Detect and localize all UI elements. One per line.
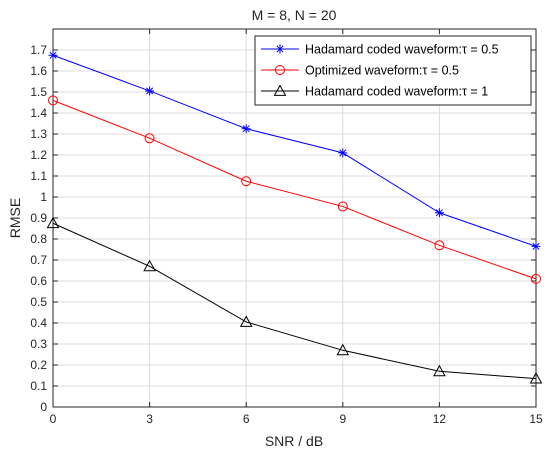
data-point (48, 50, 58, 60)
y-tick-label: 1.6 (30, 64, 47, 78)
x-tick-label: 15 (529, 412, 543, 426)
data-point (531, 241, 541, 251)
data-point (529, 372, 543, 384)
y-tick-label: 0.5 (30, 295, 47, 309)
data-point (48, 95, 58, 106)
data-point (434, 208, 444, 218)
y-tick-label: 1 (40, 190, 47, 204)
legend-marker (275, 44, 285, 54)
series-1 (48, 50, 541, 251)
series-line (52, 99, 537, 280)
data-point (145, 86, 155, 96)
y-tick-label: 1.1 (30, 169, 47, 183)
legend: Hadamard coded waveform:τ = 0.5 Optimized… (254, 35, 532, 106)
x-tick-label: 9 (339, 412, 346, 426)
legend-label: Optimized waveform:τ = 0.5 (305, 64, 459, 78)
legend-label: Hadamard coded waveform:τ = 1 (305, 85, 488, 99)
legend-marker (275, 65, 285, 75)
y-axis-ticks: 0 0.1 0.2 0.3 0.4 0.5 0.6 0.7 0.8 0.9 1 1.1 1.2 1.3 1.… (30, 43, 536, 414)
data-point (531, 273, 541, 284)
data-point (46, 216, 60, 229)
y-tick-label: 0.9 (30, 211, 47, 225)
series-line (52, 54, 537, 247)
data-point (338, 148, 348, 158)
x-axis-ticks: 0 3 6 9 12 15 (50, 29, 543, 426)
y-tick-label: 1.2 (30, 148, 47, 162)
x-tick-label: 3 (146, 412, 153, 426)
y-tick-label: 0.8 (30, 232, 47, 246)
data-point (433, 364, 446, 377)
y-tick-label: 0.2 (30, 358, 47, 372)
x-axis-label: SNR / dB (265, 433, 323, 449)
series-3 (46, 216, 543, 384)
x-tick-label: 0 (50, 412, 57, 426)
y-tick-label: 0 (40, 400, 47, 414)
legend-item: Optimized waveform:τ = 0.5 (261, 64, 459, 78)
data-point (143, 259, 156, 272)
y-tick-label: 1.4 (30, 106, 47, 120)
legend-label: Hadamard coded waveform:τ = 0.5 (305, 43, 499, 57)
data-point (144, 133, 155, 144)
chart-title: M = 8, N = 20 (252, 7, 337, 23)
y-tick-label: 0.3 (30, 337, 47, 351)
y-tick-label: 1.5 (30, 85, 47, 99)
series-2 (48, 95, 541, 284)
data-point (241, 176, 252, 187)
y-axis-label: RMSE (7, 198, 23, 238)
x-tick-label: 12 (433, 412, 447, 426)
data-point (239, 315, 253, 327)
data-point (336, 343, 350, 356)
series-layer (46, 50, 543, 384)
x-tick-label: 6 (243, 412, 250, 426)
data-point (434, 240, 445, 251)
y-tick-label: 0.7 (30, 253, 47, 267)
y-tick-label: 1.7 (30, 43, 47, 57)
y-tick-label: 0.1 (30, 379, 47, 393)
y-tick-label: 1.3 (30, 127, 47, 141)
legend-marker (273, 84, 287, 96)
data-point (241, 124, 251, 134)
y-tick-label: 0.4 (30, 316, 47, 330)
legend-item: Hadamard coded waveform:τ = 0.5 (261, 43, 499, 57)
data-point (337, 201, 348, 212)
y-tick-label: 0.6 (30, 274, 47, 288)
series-line (52, 222, 537, 380)
legend-item: Hadamard coded waveform:τ = 1 (261, 84, 488, 99)
legend-box (254, 35, 532, 106)
